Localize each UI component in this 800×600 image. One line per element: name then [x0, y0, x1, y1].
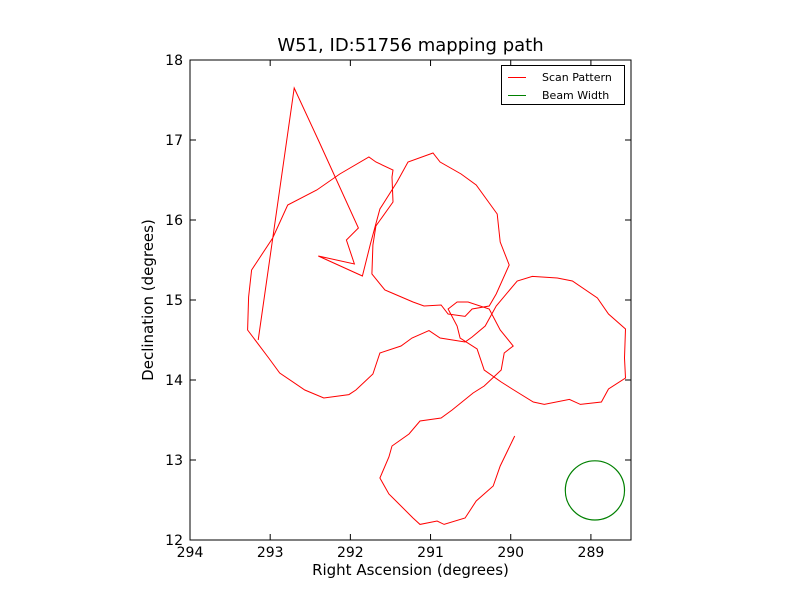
x-axis-label: Right Ascension (degrees): [312, 561, 509, 579]
beam-width-circle: [564, 460, 626, 521]
y-tick-label: 12: [165, 533, 183, 549]
legend-label-beam-width: Beam Width: [542, 88, 610, 102]
plot-frame: [189, 59, 632, 541]
x-tick-label: 292: [337, 545, 364, 561]
y-axis-label: Declination (degrees): [139, 219, 157, 381]
legend-label-scan-pattern: Scan Pattern: [542, 70, 612, 84]
y-tick-label: 14: [165, 373, 183, 389]
y-tick-label: 17: [165, 133, 183, 149]
chart-title: W51, ID:51756 mapping path: [277, 35, 544, 56]
x-tick-label: 293: [257, 545, 284, 561]
legend-item-scan-pattern: Scan Pattern: [508, 69, 612, 85]
x-tick-label: 290: [497, 545, 524, 561]
y-tick-label: 16: [165, 213, 183, 229]
legend-item-beam-width: Beam Width: [508, 87, 609, 103]
series-layer: [247, 86, 627, 525]
legend: Scan Pattern Beam Width: [501, 65, 625, 105]
y-tick-label: 13: [165, 453, 183, 469]
legend-swatch-scan-pattern: [508, 76, 526, 78]
x-tick-label: 289: [578, 545, 605, 561]
scan-pattern-line: [247, 86, 627, 525]
y-tick-label: 18: [165, 53, 183, 69]
x-tick-label: 291: [417, 545, 444, 561]
axis-ticks: 294 293 292 291 290 289 12 13 14 15 16 17 18: [165, 53, 631, 561]
y-tick-label: 15: [165, 293, 183, 309]
legend-swatch-beam-width: [508, 94, 526, 96]
x-tick-label: 294: [177, 545, 204, 561]
